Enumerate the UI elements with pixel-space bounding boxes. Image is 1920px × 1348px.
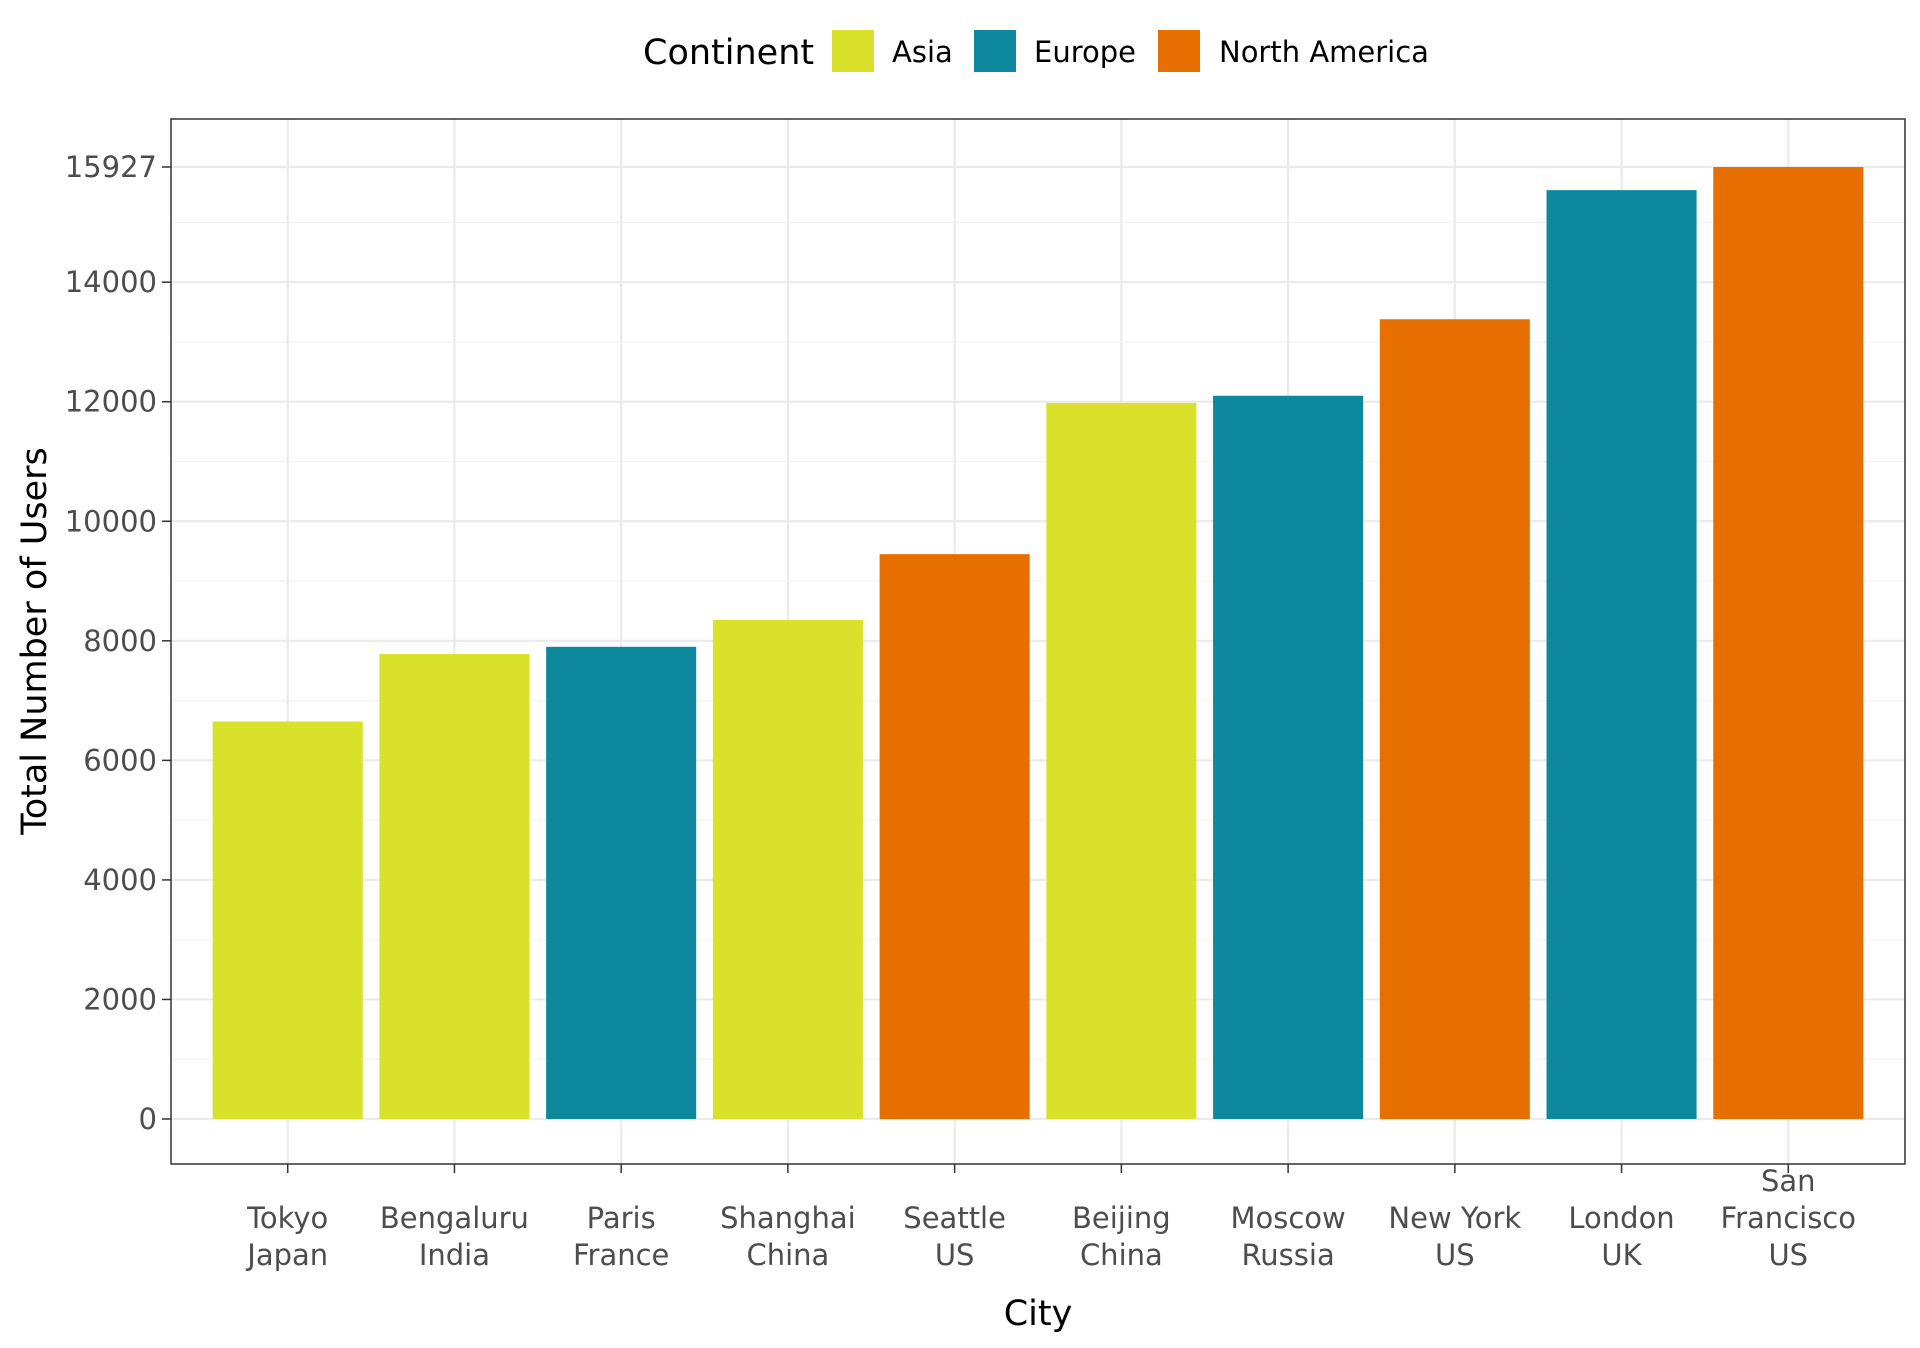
x-tick-label: Paris France bbox=[573, 1201, 669, 1272]
x-axis: Tokyo Japan Bengaluru India Paris France Shang… bbox=[245, 1164, 1856, 1272]
legend-swatch-north-america bbox=[1158, 30, 1200, 72]
bar bbox=[212, 721, 363, 1119]
y-tick-label: 4000 bbox=[83, 863, 157, 897]
x-tick-label: Tokyo Japan bbox=[245, 1201, 328, 1272]
legend-label-north-america: North America bbox=[1219, 35, 1429, 69]
x-tick-label: Beijing China bbox=[1072, 1201, 1171, 1272]
y-tick-label: 2000 bbox=[83, 982, 157, 1016]
y-axis: 0 2000 4000 6000 8000 10000 12000 14000 15927 bbox=[65, 150, 171, 1136]
y-tick-label: 12000 bbox=[65, 385, 157, 419]
bar bbox=[879, 554, 1030, 1119]
y-axis-title: Total Number of Users bbox=[15, 447, 55, 835]
x-axis-title: City bbox=[1004, 1294, 1073, 1334]
y-tick-label: 6000 bbox=[83, 743, 157, 777]
x-tick-label: Seattle US bbox=[903, 1201, 1006, 1272]
bar bbox=[1379, 319, 1530, 1119]
legend-swatch-europe bbox=[974, 30, 1016, 72]
y-tick-label: 15927 bbox=[65, 150, 157, 184]
x-tick-label: Bengaluru India bbox=[380, 1201, 529, 1272]
x-tick-label: London UK bbox=[1568, 1201, 1674, 1272]
x-tick-label: Moscow Russia bbox=[1230, 1201, 1345, 1272]
legend-label-europe: Europe bbox=[1034, 35, 1136, 69]
y-tick-label: 8000 bbox=[83, 624, 157, 658]
y-tick-label: 0 bbox=[139, 1102, 157, 1136]
bars bbox=[212, 167, 1864, 1120]
bar bbox=[1046, 402, 1197, 1119]
bar bbox=[1546, 190, 1697, 1120]
legend: Continent Asia Europe North America bbox=[643, 30, 1429, 73]
bar bbox=[546, 646, 697, 1119]
bar bbox=[1713, 167, 1864, 1119]
x-tick-label: Shanghai China bbox=[720, 1201, 856, 1272]
bar bbox=[379, 653, 530, 1119]
y-tick-label: 10000 bbox=[65, 504, 157, 538]
x-tick-label: San Francisco US bbox=[1721, 1164, 1856, 1272]
legend-swatch-asia bbox=[832, 30, 874, 72]
legend-label-asia: Asia bbox=[892, 35, 953, 69]
y-tick-label: 14000 bbox=[65, 265, 157, 299]
legend-title: Continent bbox=[643, 33, 814, 73]
bar bbox=[712, 619, 863, 1119]
bar bbox=[1213, 395, 1364, 1119]
x-tick-label: New York US bbox=[1388, 1201, 1521, 1272]
